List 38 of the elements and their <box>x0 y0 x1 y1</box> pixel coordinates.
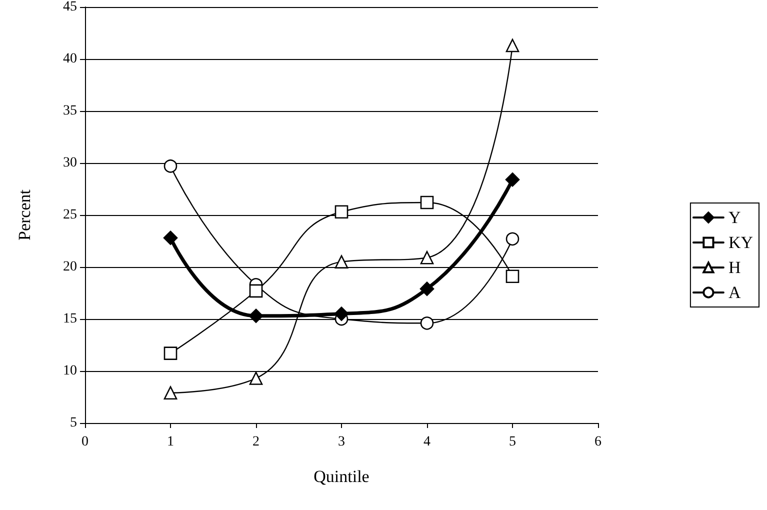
point <box>506 232 520 246</box>
point <box>420 282 434 296</box>
legend-label: A <box>728 283 742 302</box>
point <box>249 372 263 385</box>
y-tick-label: 45 <box>63 0 77 14</box>
point <box>505 172 520 187</box>
x-tick-label: 0 <box>82 434 88 450</box>
y-axis-title: Percent <box>15 189 34 240</box>
x-tick-label: 3 <box>338 434 345 450</box>
x-tick-label: 1 <box>167 434 174 450</box>
y-tick-label: 40 <box>63 52 77 66</box>
y-tick-label: 15 <box>63 312 77 326</box>
point <box>420 196 434 210</box>
y-tick-label: 20 <box>63 260 77 274</box>
x-axis-title: Quintile <box>314 467 370 486</box>
x-tick-label: 5 <box>509 434 516 450</box>
point <box>334 306 349 321</box>
y-tick-label: 25 <box>63 208 77 222</box>
y-tick-label: 30 <box>63 156 77 170</box>
point <box>334 205 348 219</box>
point <box>248 308 264 324</box>
x-tick-label: 6 <box>594 434 602 450</box>
point <box>164 159 178 173</box>
point <box>249 284 263 298</box>
point <box>506 38 520 52</box>
legend-label: KY <box>728 233 754 252</box>
point <box>420 316 434 330</box>
legend-label: Y <box>728 208 741 227</box>
point <box>164 346 178 360</box>
point <box>506 270 520 284</box>
x-tick-label: 2 <box>252 434 260 450</box>
legend-label: H <box>728 258 741 277</box>
y-tick-label: 5 <box>70 416 77 430</box>
point <box>420 250 434 264</box>
x-tick-label: 4 <box>424 434 430 450</box>
y-tick-label: 35 <box>63 104 77 118</box>
y-tick-label: 10 <box>63 364 77 378</box>
point <box>163 230 178 246</box>
